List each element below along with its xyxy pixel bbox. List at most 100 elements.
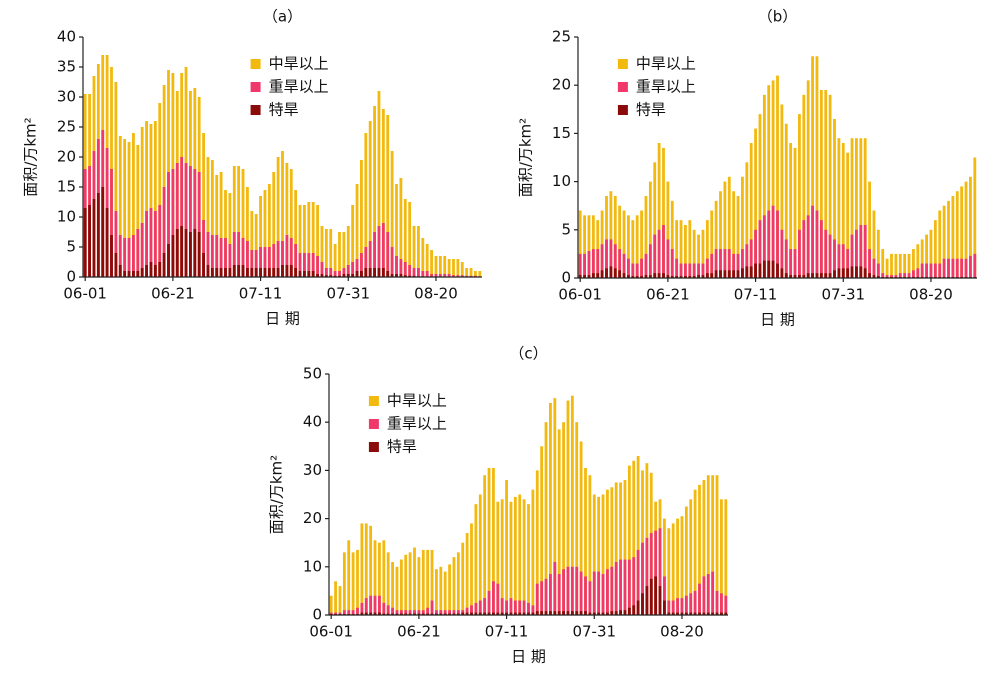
bar [114,211,118,277]
bar [648,244,652,278]
x-tick-label: 07-31 [326,285,370,303]
bar [793,147,797,278]
bar [417,226,420,277]
bar [232,265,236,277]
bar [632,605,636,615]
bar [360,612,364,615]
bar [762,260,766,278]
bar [562,611,565,615]
bar [338,271,341,277]
bar [500,499,504,615]
bar [780,268,784,278]
bar [298,205,302,277]
bar [640,276,643,278]
bar [83,208,87,277]
bar [701,275,705,278]
bar [597,496,601,615]
bar [907,253,911,278]
bar [500,612,504,615]
bar [351,274,355,277]
bar [342,268,346,277]
x-tick-label: 07-11 [734,286,778,304]
bar [456,259,460,277]
x-tick-label: 06-01 [309,623,353,641]
legend-label: 重旱以上 [636,78,696,96]
y-tick-label: 25 [552,28,571,46]
bar [469,268,473,277]
bar [667,528,671,615]
bar [627,559,631,615]
bar [727,270,731,278]
bar [246,268,249,277]
legend-swatch [617,82,628,92]
bar [320,262,324,277]
bar [715,590,719,615]
bar [654,530,658,615]
bar [754,128,757,278]
bar [736,196,740,278]
bar [373,268,376,277]
bar [876,276,880,278]
bar [575,611,579,615]
bar [399,559,403,615]
bar [435,610,438,615]
bar [381,109,385,277]
bar [833,118,836,278]
bar [824,273,828,278]
bar [522,499,526,615]
bar [689,499,693,615]
y-tick-label: 15 [57,178,76,196]
bar [378,612,381,615]
bar [421,613,425,615]
x-tick-label: 06-01 [558,286,602,304]
bar [189,232,192,277]
y-axis-label: 面积/万km² [517,118,535,197]
bar [145,265,148,277]
legend-swatch [617,105,628,115]
bar [605,268,608,278]
y-tick-label: 10 [303,557,322,575]
bar [531,605,535,615]
bar [527,612,530,615]
bar [250,211,254,277]
bar [513,612,517,615]
bar [413,547,416,615]
bar [719,249,722,278]
bar [619,610,622,615]
bar [806,273,810,278]
bar [110,169,113,277]
bar [846,268,850,278]
bar [916,244,920,278]
bar [232,166,236,277]
bar [439,610,443,615]
bar [391,607,394,615]
bar [483,475,487,615]
y-tick-label: 0 [312,606,322,624]
bar [518,494,522,615]
bar [399,610,403,615]
bar [619,482,622,615]
bar [955,191,959,278]
bar [645,537,649,615]
bar [588,612,592,615]
bar [338,232,341,277]
y-tick-label: 0 [561,269,571,287]
bar [404,610,408,615]
bar [224,190,227,277]
bar [535,611,539,615]
bar [645,586,649,615]
bar [570,566,574,615]
bar [667,612,671,615]
bar [583,275,586,278]
bar [189,166,192,277]
legend-swatch [250,82,261,92]
bar [631,276,635,278]
bar [386,271,390,277]
bar [346,265,350,277]
bar [452,275,455,277]
bar [648,275,652,278]
x-axis-label: 日 期 [511,648,546,666]
bar [461,542,465,615]
x-tick-label: 07-31 [821,286,865,304]
bar [701,263,705,278]
